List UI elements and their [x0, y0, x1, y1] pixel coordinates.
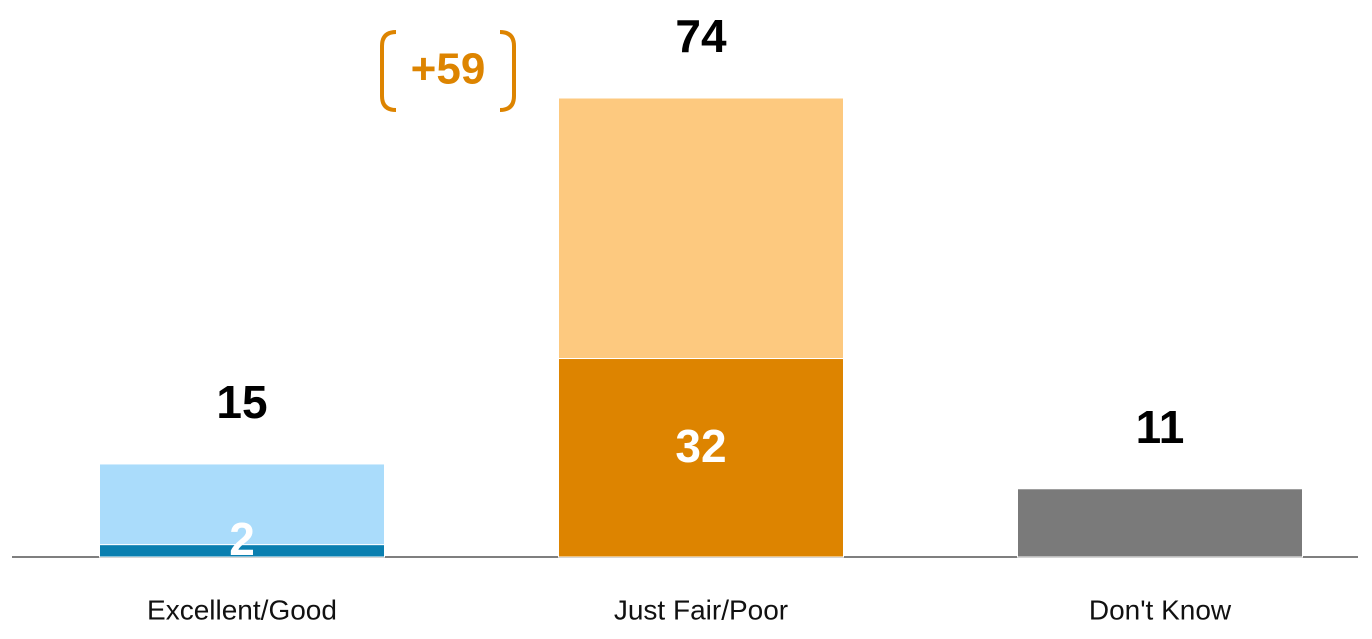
- bar-segment: [99, 463, 385, 546]
- annotation: [380, 30, 516, 112]
- segment-label: 2: [229, 513, 255, 565]
- x-tick-label: Just Fair/Poor: [614, 594, 788, 625]
- annotation-text: +59: [411, 45, 486, 94]
- total-label: 15: [216, 376, 267, 428]
- bar-segment: [558, 358, 844, 558]
- bracket-right: [499, 30, 516, 112]
- x-tick-label: Excellent/Good: [147, 594, 337, 625]
- total-label: 11: [1136, 401, 1185, 453]
- bar-segment: [558, 97, 844, 360]
- bracket-left: [380, 30, 397, 112]
- total-label: 74: [675, 10, 727, 62]
- bar-segment: [1017, 488, 1303, 558]
- x-tick-label: Don't Know: [1089, 594, 1232, 625]
- segment-label: 32: [675, 420, 726, 472]
